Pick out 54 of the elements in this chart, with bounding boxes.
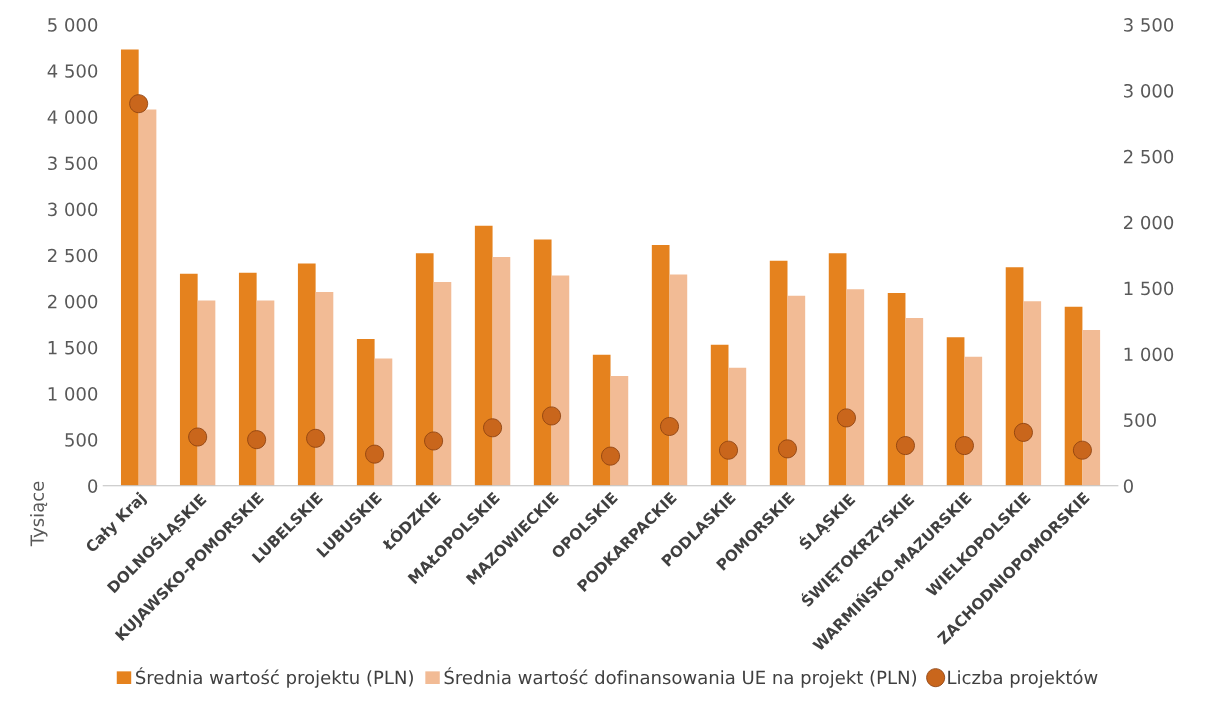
legend-label: Średnia wartość projektu (PLN) [136,667,413,688]
bar [179,273,198,486]
y2-tick-label: 500 [1124,413,1156,427]
bar [964,356,983,486]
y-tick-label: 2 500 [48,248,98,263]
bar [592,354,611,486]
y-tick-label: 5 000 [48,18,98,32]
y2-tick-label: 1 500 [1124,281,1174,296]
bar [669,274,688,486]
bar [474,225,493,486]
bar [828,253,847,486]
y-tick-label: 3 000 [48,202,98,217]
y-tick-label: 1 000 [48,387,98,401]
y-tick-label: 500 [65,433,98,447]
y-axis-title: Tysiące [30,481,48,547]
bar [1005,267,1024,486]
y2-tick-label: 1 000 [1124,347,1174,362]
bar [238,272,257,486]
bar [415,253,434,486]
bar [651,245,670,486]
bar [551,275,570,486]
bar [1023,301,1042,486]
y-tick-label: 4 500 [47,64,98,78]
bar [138,109,157,486]
bar [946,337,965,486]
bar [297,263,316,486]
y2-tick-label: 3 000 [1124,83,1174,98]
bar [769,260,788,486]
y2-tick-label: 3 500 [1124,18,1174,32]
y-tick-label: 0 [88,479,98,493]
bar [356,339,375,486]
y2-tick-label: 2 000 [1123,215,1174,230]
bar [120,49,139,486]
bar [846,289,865,486]
bar [492,257,511,486]
bar [710,344,729,486]
bar [197,300,216,486]
y-tick-label: 2 000 [48,294,98,309]
bar [787,295,806,486]
y-tick-label: 1 500 [48,340,98,355]
bar [256,300,275,486]
bar [433,281,452,486]
y2-tick-label: 2 500 [1123,149,1174,164]
legend-label: Średnia wartość dofinansowania UE na projekt (PLN) [444,667,917,688]
bar [905,317,924,486]
y2-tick-label: 0 [1123,479,1133,493]
bar [1082,329,1101,486]
bar [315,292,334,486]
bar [533,239,552,486]
legend-label: Liczba projektów [948,669,1098,688]
y-tick-label: 3 500 [48,156,98,171]
y-tick-label: 4 000 [47,110,98,124]
bar [1064,306,1083,486]
bar [887,293,906,486]
